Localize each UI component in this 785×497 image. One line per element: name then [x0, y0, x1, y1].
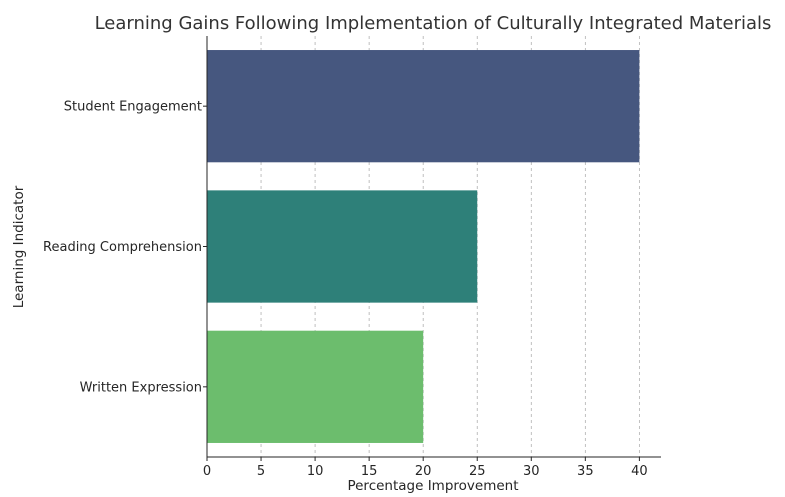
bar — [207, 330, 424, 443]
x-tick-label: 15 — [361, 464, 378, 479]
y-tick-label: Student Engagement — [64, 100, 202, 115]
bars — [207, 50, 640, 443]
bar — [207, 50, 640, 163]
x-tick-label: 25 — [469, 464, 486, 479]
x-tick-label: 0 — [203, 464, 211, 479]
x-tick-label: 5 — [257, 464, 265, 479]
chart-title: Learning Gains Following Implementation … — [95, 13, 772, 34]
x-tick-label: 30 — [523, 464, 540, 479]
x-tick-label: 10 — [307, 464, 324, 479]
x-tick-label: 40 — [631, 464, 648, 479]
x-ticks: 0 5 10 15 20 25 30 35 40 — [203, 457, 648, 479]
y-tick-label: Written Expression — [80, 380, 202, 395]
x-tick-label: 20 — [415, 464, 432, 479]
y-ticks: Student Engagement Reading Comprehension W… — [43, 100, 207, 395]
bar — [207, 190, 478, 303]
y-axis-label: Learning Indicator — [11, 185, 27, 308]
y-tick-label: Reading Comprehension — [43, 240, 202, 255]
x-tick-label: 35 — [577, 464, 594, 479]
x-axis-label: Percentage Improvement — [347, 478, 518, 493]
